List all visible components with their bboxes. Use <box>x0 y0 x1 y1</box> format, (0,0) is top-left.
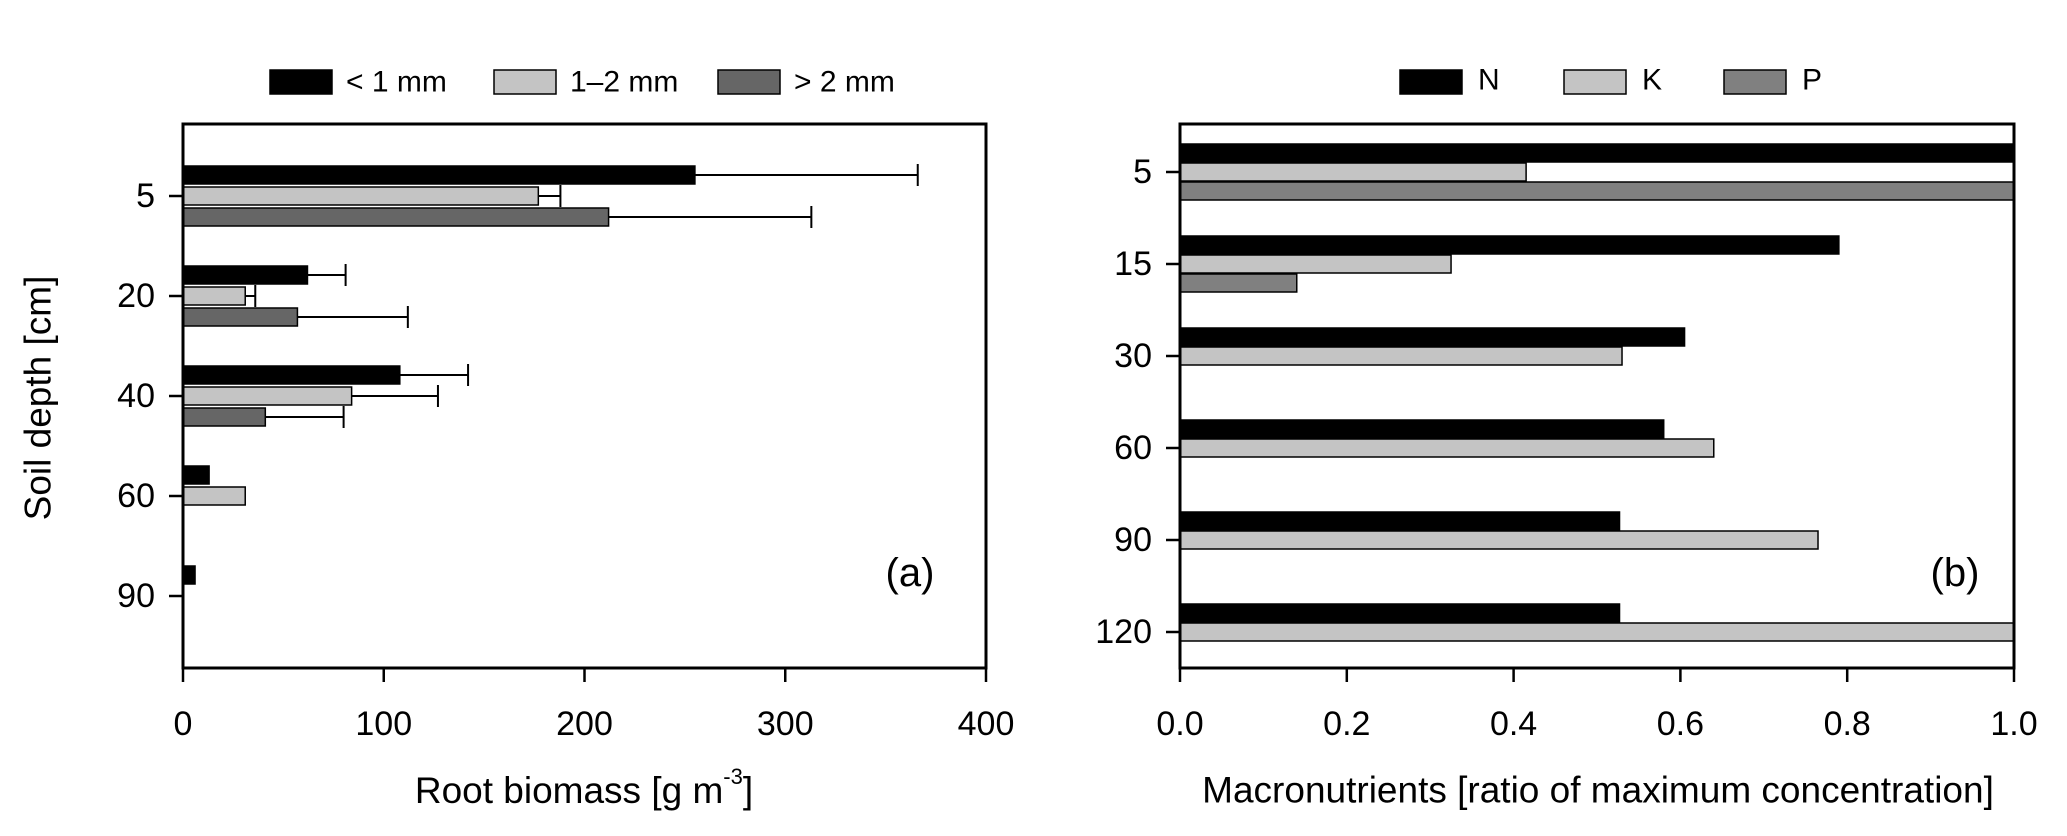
legend-label-P: P <box>1802 64 1822 97</box>
x-axis-label-b: Macronutrients [ratio of maximum concent… <box>1202 770 1994 811</box>
bar-N-depth-90 <box>1179 511 1621 531</box>
x-tick-label-0.6: 0.6 <box>1657 705 1704 743</box>
legend-label-K: K <box>1642 64 1662 97</box>
x-tick-label-0.2: 0.2 <box>1323 705 1370 743</box>
x-tick-label-0: 0 <box>174 705 193 743</box>
x-tick-label-0.4: 0.4 <box>1490 705 1537 743</box>
legend-swatch-3 <box>717 69 781 95</box>
bar-1-depth-5 <box>182 165 696 185</box>
panel-b-macronutrients-chart: 5 15 30 60 90 120 0.0 0.2 0.4 0.6 0.8 1.0 Macronutri… <box>1095 64 2037 811</box>
x-axis-label-tail: ] <box>743 770 753 811</box>
bar-N-depth-5 <box>1179 143 2015 163</box>
x-tick-label-300: 300 <box>757 705 814 743</box>
bar-P-depth-5 <box>1179 181 2015 201</box>
x-axis-label-superscript: -3 <box>723 764 743 789</box>
legend-label-2: 1–2 mm <box>570 66 678 99</box>
bar-2-depth-40 <box>182 386 353 406</box>
bar-3-depth-20 <box>182 307 299 327</box>
y-axis-label: Soil depth [cm] <box>18 276 59 521</box>
y-tick-label-30: 30 <box>1114 337 1152 375</box>
x-axis-label: Root biomass [g m-3] <box>415 764 753 811</box>
y-tick-label-90: 90 <box>1114 521 1152 559</box>
y-tick-label-60: 60 <box>117 477 155 515</box>
bar-2-depth-5 <box>182 186 540 206</box>
bar-K-depth-90 <box>1179 530 1819 550</box>
legend-swatch-1 <box>269 69 333 95</box>
y-tick-label-20: 20 <box>117 277 155 315</box>
bar-K-depth-5 <box>1179 162 1527 182</box>
x-tick-label-200: 200 <box>556 705 613 743</box>
bar-P-depth-15 <box>1179 273 1298 293</box>
x-tick-label-100: 100 <box>355 705 412 743</box>
bar-K-depth-120 <box>1179 622 2015 642</box>
bar-3-depth-40 <box>182 407 267 427</box>
y-tick-label-5: 5 <box>1133 153 1152 191</box>
panel-label-b: (b) <box>1931 551 1980 595</box>
bar-3-depth-5 <box>182 207 610 227</box>
panel-label-a: (a) <box>886 551 935 595</box>
legend-swatch-N <box>1399 69 1463 95</box>
x-tick-label-400: 400 <box>958 705 1015 743</box>
bar-1-depth-40 <box>182 365 401 385</box>
legend-label-3: > 2 mm <box>794 66 895 99</box>
bar-K-depth-15 <box>1179 254 1452 274</box>
legend-swatch-P <box>1723 69 1787 95</box>
bar-2-depth-20 <box>182 286 246 306</box>
panel-a-root-biomass-chart: 5 20 40 60 90 0 100 200 300 400 Soil depth [cm] Roo… <box>18 66 1015 811</box>
bar-N-depth-30 <box>1179 327 1686 347</box>
y-tick-label-120: 120 <box>1095 613 1152 651</box>
y-tick-label-5: 5 <box>136 177 155 215</box>
y-tick-label-15: 15 <box>1114 245 1152 283</box>
legend-swatch-2 <box>493 69 557 95</box>
legend-swatch-K <box>1563 69 1627 95</box>
bar-K-depth-30 <box>1179 346 1623 366</box>
y-tick-label-40: 40 <box>117 377 155 415</box>
bar-N-depth-15 <box>1179 235 1840 255</box>
x-axis-label-main: Root biomass [g m <box>415 770 723 811</box>
bar-K-depth-60 <box>1179 438 1715 458</box>
bar-N-depth-120 <box>1179 603 1621 623</box>
bar-1-depth-60 <box>182 465 210 485</box>
x-tick-label-1.0: 1.0 <box>1990 705 2037 743</box>
plot-frame-b <box>1178 122 2016 670</box>
x-tick-label-0.8: 0.8 <box>1824 705 1871 743</box>
bar-1-depth-90 <box>182 565 196 585</box>
bar-2-depth-60 <box>182 486 246 506</box>
legend-label-N: N <box>1478 64 1500 97</box>
y-tick-label-60: 60 <box>1114 429 1152 467</box>
bar-N-depth-60 <box>1179 419 1665 439</box>
x-tick-label-0.0: 0.0 <box>1156 705 1203 743</box>
bar-1-depth-20 <box>182 265 309 285</box>
legend-label-1: < 1 mm <box>346 66 447 99</box>
y-tick-label-90: 90 <box>117 577 155 615</box>
